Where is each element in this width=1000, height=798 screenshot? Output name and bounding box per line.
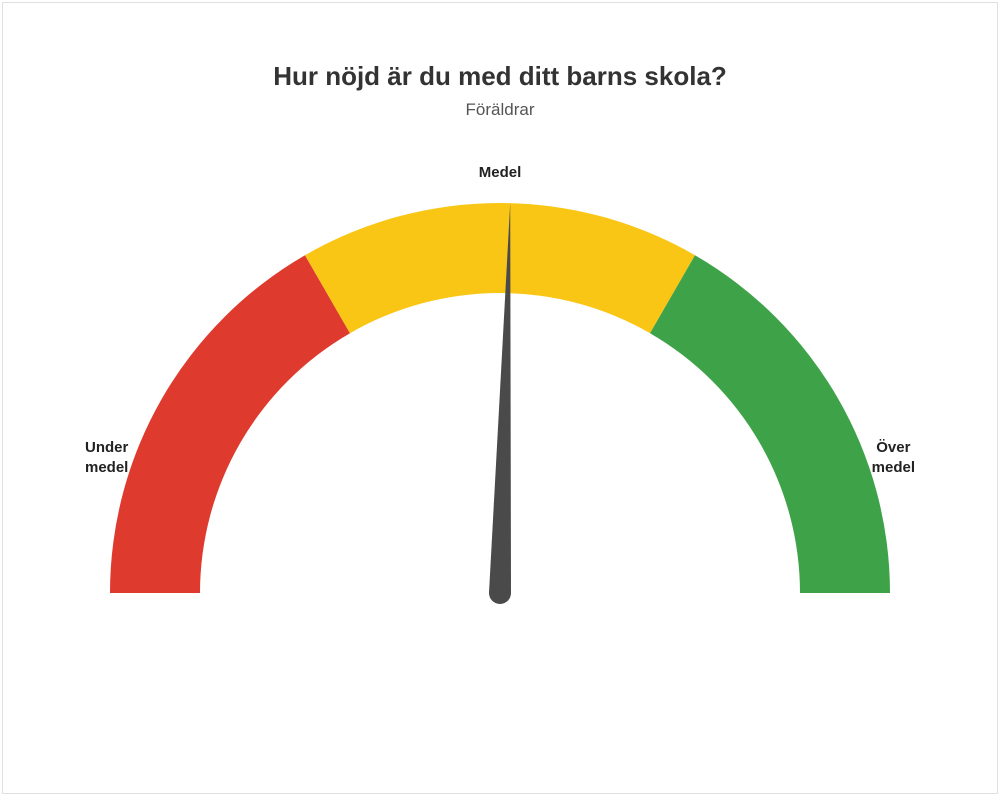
gauge-segment [650,255,890,593]
gauge-label-left-line2: medel [85,459,128,476]
chart-container: Hur nöjd är du med ditt barns skola? För… [2,2,998,794]
gauge-svg [50,158,950,698]
gauge-label-left: Under medel [85,438,128,477]
gauge-segment [110,255,350,593]
gauge-label-top: Medel [479,164,522,181]
gauge-label-right-line1: Över [876,439,910,456]
gauge-chart: Medel Under medel Över medel [50,158,950,698]
gauge-label-left-line1: Under [85,439,128,456]
gauge-pivot [489,582,511,604]
gauge-label-right: Över medel [872,438,915,477]
chart-title: Hur nöjd är du med ditt barns skola? [3,3,997,92]
gauge-label-right-line2: medel [872,459,915,476]
chart-subtitle: Föräldrar [3,92,997,120]
gauge-segment [305,203,695,333]
